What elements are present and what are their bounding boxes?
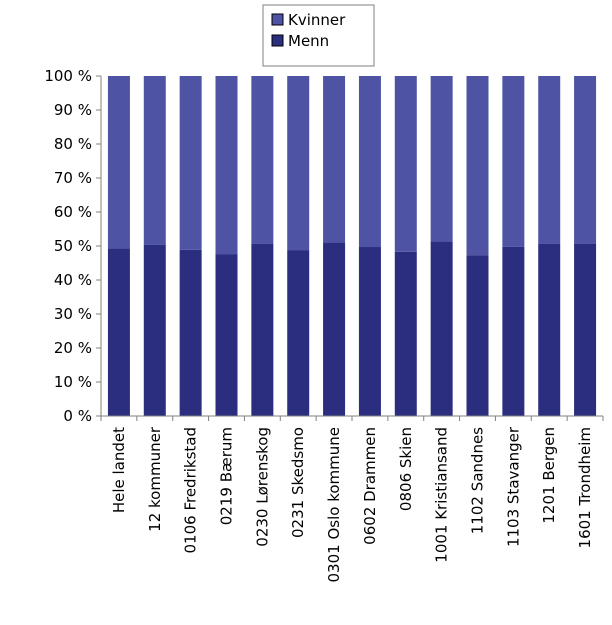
bar-segment-menn <box>179 249 202 416</box>
y-tick-label: 40 % <box>54 271 92 289</box>
x-category-label: 0231 Skedsmo <box>289 427 307 538</box>
bar-segment-menn <box>107 248 130 416</box>
bar-segment-menn <box>466 255 489 416</box>
bar-segment-menn <box>251 243 274 416</box>
bar-segment-menn <box>538 243 561 416</box>
y-axis: 0 % 10 % 20 % 30 % 40 % 50 % 60 % 70 % 80 % 90 % 1… <box>44 67 102 425</box>
x-category-label: Hele landet <box>110 427 128 513</box>
legend-label: Kvinner <box>288 11 346 29</box>
bar-segment-kvinner <box>143 76 166 245</box>
bar-segment-kvinner <box>430 76 453 242</box>
bar-segment-kvinner <box>215 76 238 255</box>
y-tick-label: 0 % <box>63 407 92 425</box>
y-tick-label: 70 % <box>54 169 92 187</box>
bar-segment-menn <box>574 243 597 416</box>
bar-segment-menn <box>502 246 525 416</box>
legend-label: Menn <box>288 32 329 50</box>
legend-swatch <box>271 13 284 26</box>
y-tick-label: 60 % <box>54 203 92 221</box>
y-tick-label: 10 % <box>54 373 92 391</box>
bar-segment-menn <box>215 254 238 416</box>
bar-segment-menn <box>358 247 381 416</box>
x-category-label: 1601 Trondheim <box>576 427 594 548</box>
bar-segment-kvinner <box>574 76 597 244</box>
x-category-label: 1201 Bergen <box>540 427 558 524</box>
x-category-label: 1102 Sandnes <box>469 427 487 534</box>
bar-segment-kvinner <box>287 76 310 251</box>
y-tick-label: 20 % <box>54 339 92 357</box>
bar-segment-kvinner <box>466 76 489 256</box>
bar-segment-kvinner <box>179 76 202 250</box>
bar-segment-kvinner <box>394 76 417 252</box>
legend-swatch <box>271 34 284 47</box>
bar-segment-kvinner <box>107 76 130 249</box>
bar-segment-kvinner <box>323 76 346 243</box>
bar-segment-menn <box>430 241 453 416</box>
legend: Kvinner Menn <box>262 4 375 67</box>
y-tick-label: 100 % <box>44 67 92 85</box>
bar-segment-menn <box>323 242 346 416</box>
x-category-label: 0602 Drammen <box>361 427 379 545</box>
bar-segment-menn <box>143 244 166 416</box>
y-tick-label: 50 % <box>54 237 92 255</box>
y-tick-label: 80 % <box>54 135 92 153</box>
x-category-label: 0230 Lørenskog <box>253 427 271 547</box>
x-category-label: 0219 Bærum <box>218 427 236 525</box>
x-category-label: 1001 Kristiansand <box>433 427 451 563</box>
bar-segment-kvinner <box>358 76 381 248</box>
x-category-label: 1103 Stavanger <box>504 426 522 547</box>
x-category-label: 0806 Skien <box>397 427 415 511</box>
bar-segment-kvinner <box>538 76 561 244</box>
x-axis: Hele landet 12 kommuner 0106 Fredrikstad 02… <box>100 415 604 582</box>
bar-segment-menn <box>287 250 310 416</box>
bars <box>107 76 597 416</box>
y-tick-label: 30 % <box>54 305 92 323</box>
y-tick-label: 90 % <box>54 101 92 119</box>
bar-segment-menn <box>394 251 417 416</box>
bar-segment-kvinner <box>502 76 525 247</box>
x-category-label: 0301 Oslo kommune <box>325 427 343 582</box>
x-category-label: 12 kommuner <box>146 426 164 532</box>
x-category-label: 0106 Fredrikstad <box>182 427 200 554</box>
bar-segment-kvinner <box>251 76 274 244</box>
